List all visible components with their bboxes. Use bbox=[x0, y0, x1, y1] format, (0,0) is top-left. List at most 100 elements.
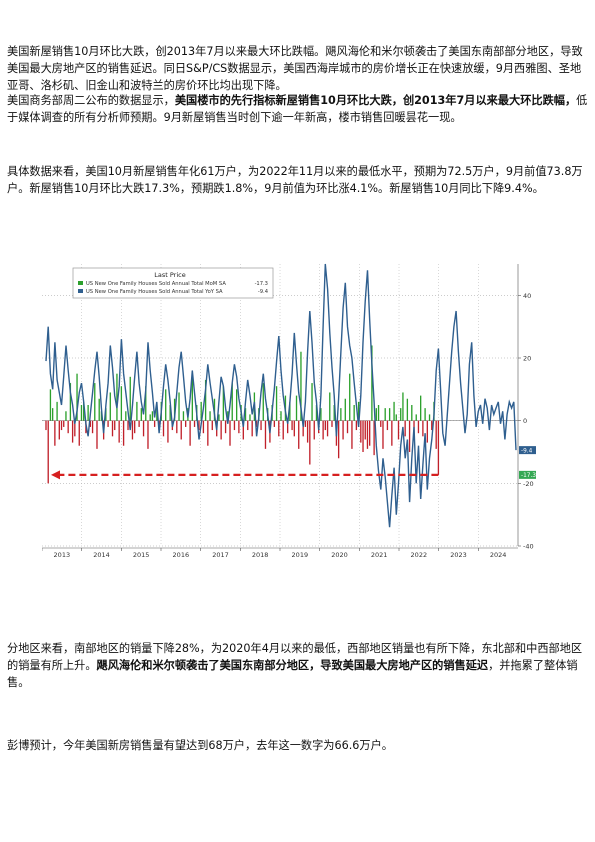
mom-bar-143 bbox=[362, 420, 364, 452]
mom-bars bbox=[45, 345, 440, 484]
mom-bar-134 bbox=[342, 420, 344, 440]
mom-bar-74 bbox=[209, 411, 211, 421]
mom-bar-40 bbox=[134, 420, 136, 434]
mom-bar-137 bbox=[349, 373, 351, 421]
mom-bar-169 bbox=[420, 395, 422, 421]
mom-bar-170 bbox=[422, 420, 424, 437]
mom-bar-47 bbox=[149, 414, 151, 421]
arrow-head bbox=[51, 470, 60, 480]
mom-bar-150 bbox=[377, 405, 380, 421]
mom-bar-3 bbox=[51, 408, 54, 421]
mom-bar-46 bbox=[147, 420, 149, 449]
mom-bar-27 bbox=[105, 408, 107, 421]
mom-bar-118 bbox=[306, 420, 309, 443]
intro-paragraph: 美国新屋销售10月环比大跌，创2013年7月以来最大环比跌幅。飓风海伦和米尔顿袭… bbox=[7, 45, 583, 92]
mom-bar-15 bbox=[78, 420, 80, 446]
mom-bar-142 bbox=[360, 420, 362, 443]
mom-bar-136 bbox=[346, 420, 349, 434]
mom-bar-140 bbox=[355, 420, 358, 431]
mom-bar-156 bbox=[391, 420, 393, 446]
mom-bar-12 bbox=[71, 420, 74, 443]
mom-bar-115 bbox=[300, 351, 302, 421]
mom-bar-73 bbox=[207, 420, 209, 446]
mom-bar-105 bbox=[278, 420, 280, 437]
mom-bar-48 bbox=[151, 411, 154, 421]
mom-bar-0 bbox=[45, 420, 47, 431]
mom-bar-53 bbox=[162, 420, 165, 437]
y-tick-label-4: -40 bbox=[523, 543, 534, 551]
mom-bar-85 bbox=[233, 420, 236, 431]
mom-bar-59 bbox=[176, 420, 178, 434]
mom-bar-176 bbox=[435, 420, 437, 449]
mom-bar-144 bbox=[364, 420, 366, 440]
mom-bar-75 bbox=[211, 420, 213, 431]
mom-bar-30 bbox=[111, 420, 114, 437]
mom-bar-153 bbox=[384, 408, 386, 421]
mom-bar-45 bbox=[145, 386, 147, 421]
x-axis: 2013 2014 2015 2016 2017 2018 2019 2020 2021 2022… bbox=[42, 547, 518, 559]
mom-bar-5 bbox=[56, 401, 58, 421]
mom-bar-16 bbox=[80, 405, 83, 421]
mom-bar-17 bbox=[83, 401, 85, 421]
mom-bar-91 bbox=[247, 420, 249, 431]
regional-paragraph: 分地区来看，南部地区的销量下降28%，为2020年4月以来的最低，西部地区销量也… bbox=[7, 640, 589, 691]
legend-label-mom: US New One Family Houses Sold Annual Tot… bbox=[86, 281, 226, 287]
mom-bar-98 bbox=[262, 383, 264, 421]
x-tick-label-2024: 2024 bbox=[490, 551, 507, 559]
mom-bar-112 bbox=[293, 420, 295, 437]
mom-bar-139 bbox=[353, 405, 355, 421]
yoy-line bbox=[45, 263, 517, 528]
mom-bar-23 bbox=[96, 420, 98, 449]
mom-bar-138 bbox=[351, 420, 353, 449]
mom-bar-42 bbox=[138, 420, 140, 427]
mom-bar-72 bbox=[204, 379, 207, 421]
mom-bar-54 bbox=[165, 389, 167, 421]
mom-bar-14 bbox=[76, 373, 78, 421]
y-tick-label-2: 0 bbox=[523, 417, 527, 425]
mom-bar-29 bbox=[109, 392, 111, 421]
mom-bar-67 bbox=[193, 420, 196, 427]
mom-bar-69 bbox=[198, 420, 200, 431]
mom-bar-114 bbox=[298, 420, 300, 449]
mom-bar-113 bbox=[295, 395, 298, 421]
last-yoy-tag bbox=[519, 446, 536, 455]
mom-bar-22 bbox=[94, 383, 96, 421]
mom-bar-97 bbox=[260, 420, 262, 431]
mom-bar-21 bbox=[91, 420, 94, 434]
mom-bar-92 bbox=[249, 414, 251, 421]
x-tick-label-2023: 2023 bbox=[450, 551, 467, 559]
mom-bar-162 bbox=[404, 420, 406, 437]
mom-bar-149 bbox=[375, 408, 377, 421]
mom-bar-95 bbox=[255, 420, 258, 427]
mom-bar-158 bbox=[395, 414, 397, 421]
mom-bar-154 bbox=[386, 420, 389, 431]
mom-bar-174 bbox=[431, 420, 433, 431]
min-arrow bbox=[51, 470, 439, 480]
mom-bar-82 bbox=[227, 411, 229, 421]
mom-bar-161 bbox=[402, 392, 404, 421]
mom-bar-103 bbox=[273, 420, 276, 427]
mom-bar-129 bbox=[331, 420, 333, 427]
mom-bar-6 bbox=[58, 420, 60, 440]
mom-bar-89 bbox=[242, 420, 244, 440]
mom-bar-31 bbox=[114, 420, 116, 431]
last-mom-tag-label: -17.3 bbox=[521, 473, 536, 479]
legend-label-yoy: US New One Family Houses Sold Annual Tot… bbox=[86, 289, 223, 295]
mom-bar-56 bbox=[169, 405, 171, 421]
p4-highlight: 飓风海伦和米尔顿袭击了美国东南部分地区，导致美国最大房地产区的销售延迟 bbox=[96, 659, 489, 672]
y-tick-label-0: 40 bbox=[523, 292, 531, 300]
mom-bar-111 bbox=[291, 420, 293, 431]
last-yoy-tag-label: -9.4 bbox=[521, 448, 533, 454]
mom-bar-127 bbox=[326, 420, 329, 437]
mom-bar-99 bbox=[264, 420, 267, 449]
mom-bar-4 bbox=[54, 420, 56, 446]
new-home-sales-chart: 40 20 0 -20 -40 -9.4 -17.3 2013 2014 2015 2016 201… bbox=[42, 258, 553, 570]
mom-bar-93 bbox=[251, 420, 253, 437]
mom-bar-159 bbox=[397, 420, 400, 440]
mom-bar-171 bbox=[424, 408, 426, 421]
mom-bar-50 bbox=[156, 408, 158, 421]
last-mom-tag bbox=[519, 470, 536, 479]
mom-bar-167 bbox=[415, 414, 417, 421]
chart-background bbox=[42, 258, 553, 570]
mom-bar-63 bbox=[185, 420, 187, 427]
